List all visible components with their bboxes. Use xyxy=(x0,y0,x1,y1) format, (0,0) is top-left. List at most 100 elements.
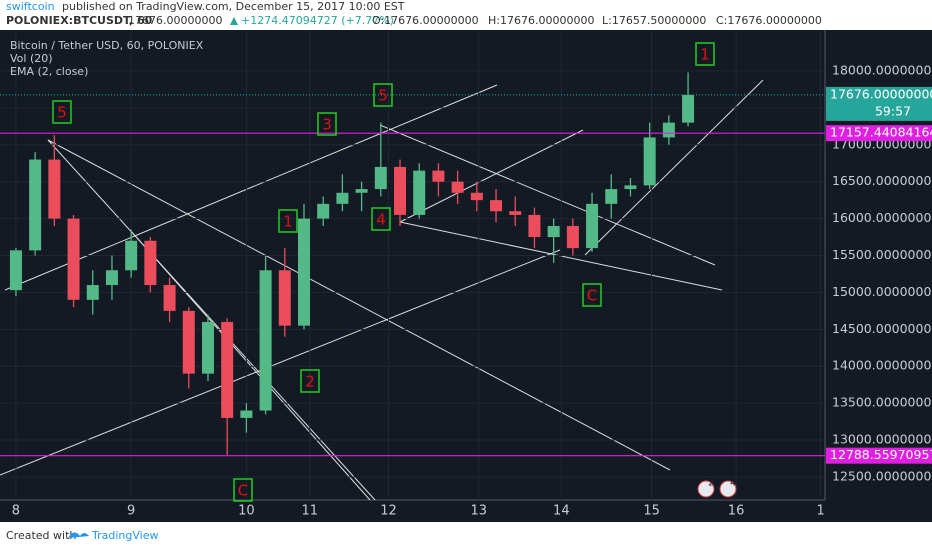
x-tick-label: 13 xyxy=(470,504,487,519)
footer-bg xyxy=(0,522,932,550)
candle-body xyxy=(163,285,176,311)
price-label-bg xyxy=(826,447,932,464)
candle-body xyxy=(624,185,637,190)
candle-body xyxy=(547,225,560,238)
candle-body xyxy=(643,137,656,186)
change: +1274.47094727 (+7.77%) xyxy=(241,14,394,27)
price-label-bg xyxy=(826,125,932,142)
candle-body xyxy=(413,170,426,215)
wave-box xyxy=(373,83,393,107)
candle-body xyxy=(240,410,253,418)
y-tick-label: 16500.00000000 xyxy=(832,173,932,188)
countdown: 59:57 xyxy=(875,103,911,118)
candle-body xyxy=(67,218,80,300)
last-price-label: 17676.00000000 xyxy=(830,86,932,101)
price-label: 12788.55970957 xyxy=(830,447,932,462)
symbol: POLONIEX:BTCUSDT, 60 xyxy=(6,14,153,27)
high: H:17676.00000000 xyxy=(488,14,594,27)
x-tick-label: 9 xyxy=(127,504,135,519)
y-tick-label: 13500.00000000 xyxy=(832,395,932,410)
candle-body xyxy=(317,203,330,219)
trend-line xyxy=(47,139,671,471)
logo xyxy=(68,532,89,538)
wave-label: C xyxy=(587,287,597,305)
y-tick-label: 18000.00000000 xyxy=(832,62,932,77)
legend-item: Bitcoin / Tether USD, 60, POLONIEX xyxy=(10,39,204,52)
trend-line xyxy=(584,79,764,256)
candle-body xyxy=(605,189,618,204)
legend-item: Vol (20) xyxy=(10,52,53,65)
candle-body xyxy=(144,240,157,286)
candle-body xyxy=(29,159,42,251)
candle-body xyxy=(9,250,22,291)
x-tick-label: 11 xyxy=(301,504,318,519)
candle-body xyxy=(374,166,387,190)
wave-box xyxy=(278,209,298,233)
close: C:17676.00000000 xyxy=(716,14,822,27)
wave-box xyxy=(582,283,602,307)
up-arrow xyxy=(230,17,238,25)
candle-body xyxy=(490,200,503,212)
candle-body xyxy=(278,270,291,326)
event-badge xyxy=(719,480,737,498)
x-tick-label: 15 xyxy=(643,504,660,519)
candle-body xyxy=(566,225,579,249)
trend-line xyxy=(0,249,561,476)
publish-info: published on TradingView.com, December 1… xyxy=(62,0,405,13)
event-badge-count: 4 xyxy=(730,479,736,489)
wave-box xyxy=(695,42,715,66)
event-badge-count: 2 xyxy=(708,479,714,489)
wave-label: C xyxy=(238,482,248,500)
y-tick-label: 14500.00000000 xyxy=(832,321,932,336)
candle-body xyxy=(105,270,118,286)
candle-body xyxy=(182,310,195,374)
trend-line xyxy=(399,129,584,223)
x-tick-label: 12 xyxy=(380,504,397,519)
candle-body xyxy=(201,321,214,374)
low: L:17657.50000000 xyxy=(602,14,706,27)
price: 17676.00000000 xyxy=(128,14,222,27)
candle-body xyxy=(355,189,368,193)
open: O:17676.00000000 xyxy=(372,14,479,27)
candle-body xyxy=(259,270,272,411)
candle-body xyxy=(86,285,99,300)
wave-label: 2 xyxy=(305,373,315,391)
candle-body xyxy=(297,218,310,326)
wave-box xyxy=(233,478,253,502)
x-tick-label: 10 xyxy=(238,504,255,519)
candle-body xyxy=(586,203,599,249)
candle-body xyxy=(662,122,675,138)
created-with: Created with xyxy=(6,529,76,542)
wave-box xyxy=(52,100,72,124)
wave-label: 1 xyxy=(700,46,710,64)
legend-item: EMA (2, close) xyxy=(10,65,88,78)
y-tick-label: 14000.00000000 xyxy=(832,358,932,373)
x-tick-label: 8 xyxy=(12,504,20,519)
author[interactable]: swiftcoin xyxy=(6,0,55,13)
brand[interactable]: TradingView xyxy=(91,529,158,542)
y-tick-label: 16000.00000000 xyxy=(832,210,932,225)
x-tick-label: 1 xyxy=(816,504,824,519)
candle-body xyxy=(470,192,483,201)
candle-body xyxy=(451,181,464,193)
candle-body xyxy=(509,211,522,215)
trend-line xyxy=(129,229,371,501)
y-tick-label: 12500.00000000 xyxy=(832,468,932,483)
x-tick-label: 16 xyxy=(728,504,745,519)
wave-label: 5 xyxy=(57,104,67,122)
wave-box xyxy=(300,369,320,393)
candle-body xyxy=(336,192,349,204)
y-tick-label: 15000.00000000 xyxy=(832,284,932,299)
candle-body xyxy=(682,94,695,123)
wave-label: 3 xyxy=(322,116,332,134)
last-price-bg xyxy=(826,86,932,121)
chart-bg xyxy=(0,30,932,522)
candle-body xyxy=(432,170,445,182)
price-label: 17157.44084164 xyxy=(830,125,932,140)
event-badge xyxy=(697,480,715,498)
trend-line xyxy=(379,124,716,266)
candle-body xyxy=(394,166,407,215)
plot: 12500.00000000 13000.00000000 13500.000000… xyxy=(0,30,932,519)
